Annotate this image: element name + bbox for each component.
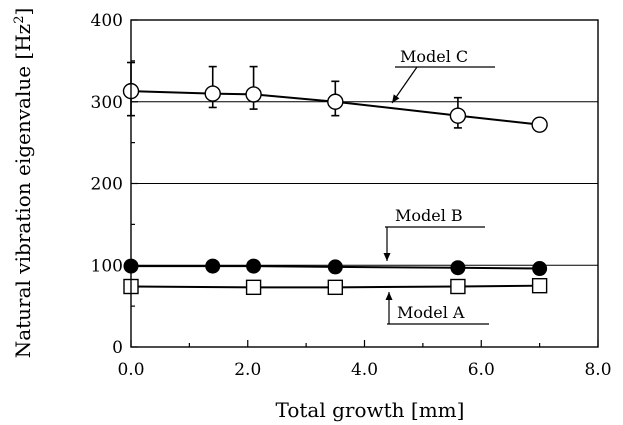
x-tick-label: 6.0 bbox=[468, 360, 495, 380]
series-line-model-c bbox=[130, 90, 540, 126]
data-point-model-c bbox=[531, 116, 548, 133]
y-tick-labels: 0 100 200 300 400 bbox=[91, 11, 123, 358]
y-axis-label: Natural vibration eigenvalue [Hz2] bbox=[11, 8, 35, 359]
data-point-model-b bbox=[327, 259, 343, 275]
x-tick-label: 0.0 bbox=[117, 360, 144, 380]
y-tick-label: 400 bbox=[91, 11, 123, 31]
data-point-model-c bbox=[327, 93, 344, 110]
y-axis-label-main: Natural vibration eigenvalue [Hz bbox=[11, 24, 35, 359]
y-axis-label-sup: 2 bbox=[12, 16, 27, 24]
series-label-model-a: Model A bbox=[397, 303, 465, 322]
series-lines bbox=[130, 90, 540, 289]
data-point-model-c bbox=[245, 86, 262, 103]
x-axis-label: Total growth [mm] bbox=[276, 398, 465, 422]
y-axis-label-end: ] bbox=[11, 8, 35, 16]
data-point-model-b bbox=[205, 258, 221, 274]
x-tick-label: 4.0 bbox=[351, 360, 378, 380]
y-tick-label: 200 bbox=[91, 175, 123, 195]
x-tick-label: 2.0 bbox=[234, 360, 261, 380]
data-point-model-c bbox=[449, 107, 467, 124]
callout-arrowhead-model-b bbox=[383, 253, 391, 261]
data-point-model-b bbox=[246, 258, 262, 274]
data-point-model-b bbox=[532, 261, 548, 277]
data-point-model-b bbox=[450, 260, 466, 276]
callout-arrowhead-model-c bbox=[392, 94, 400, 103]
y-tick-label: 300 bbox=[91, 93, 123, 113]
data-point-model-a bbox=[450, 278, 466, 295]
data-point-model-c bbox=[204, 85, 221, 102]
series-label-model-c: Model C bbox=[400, 47, 468, 66]
x-tick-labels: 0.0 2.0 4.0 6.0 8.0 bbox=[117, 360, 611, 380]
y-tick-label: 0 bbox=[112, 338, 123, 358]
series-label-model-b: Model B bbox=[395, 206, 463, 225]
axis-ticks bbox=[130, 19, 599, 348]
data-point-model-a bbox=[327, 279, 344, 296]
series-line-model-b bbox=[131, 265, 540, 270]
annotations: Model C Model B Model A bbox=[383, 47, 495, 325]
data-point-model-a bbox=[245, 279, 262, 296]
gridlines bbox=[131, 101, 598, 266]
data-point-model-a bbox=[531, 277, 548, 294]
x-tick-label: 8.0 bbox=[584, 360, 611, 380]
callout-arrowhead-model-a bbox=[385, 292, 393, 300]
y-tick-label: 100 bbox=[91, 256, 123, 276]
